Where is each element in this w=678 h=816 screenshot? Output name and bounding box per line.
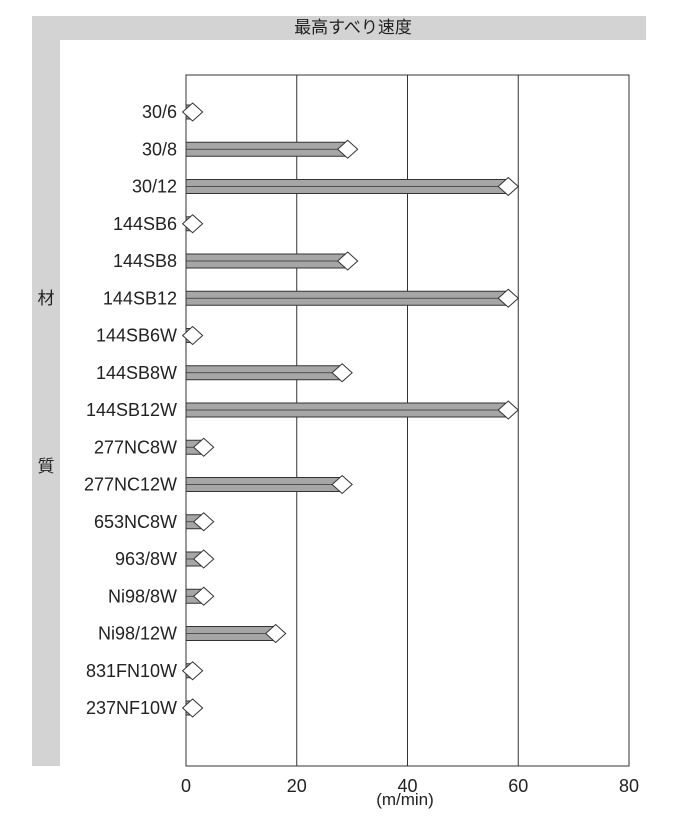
bar-tip-marker [331,363,353,383]
category-label: 237NF10W [86,698,177,718]
title-banner [32,16,646,40]
category-label: 831FN10W [86,661,177,681]
chart-title: 最高すべり速度 [294,18,412,37]
bar-tip-marker [181,325,204,346]
bar-tip-marker [181,698,204,718]
category-label: 653NC8W [94,512,177,532]
y-axis-label-2: 質 [37,457,55,476]
category-label: 30/12 [132,177,177,197]
category-label: 144SB12 [103,288,177,308]
category-label: 144SB6 [113,214,177,234]
bar-tip-marker [331,474,353,495]
bar-tip-marker [336,139,359,159]
bar-tip-marker [192,586,215,606]
bar-tip-marker [264,623,287,644]
bar-tip-marker [181,214,204,234]
side-banner [32,16,60,766]
bar-tip-marker [192,512,215,532]
x-axis-label: (m/min) [376,790,434,809]
bar-tip-marker [181,661,204,681]
x-tick-label-60: 60 [508,776,528,796]
category-label: 144SB8W [96,363,177,383]
bar-tip-marker [192,549,215,569]
category-label: 30/8 [142,139,177,159]
category-label: 277NC8W [94,437,177,457]
bar-tip-marker [497,288,519,308]
y-axis-label-1: 材 [37,289,55,308]
bar-tip-marker [497,176,519,197]
category-label: 144SB12W [86,400,177,420]
x-tick-label-0: 0 [181,776,191,796]
bar-tip-marker [497,400,519,420]
x-tick-label-40: 40 [397,776,417,796]
category-label: 144SB6W [96,326,177,346]
category-label: 963/8W [115,549,177,569]
bar-tip-marker [192,437,215,457]
category-label: Ni98/12W [98,624,177,644]
category-label: Ni98/8W [108,586,177,606]
category-label: 277NC12W [84,475,177,495]
x-tick-label-20: 20 [287,776,307,796]
x-tick-label-80: 80 [619,776,639,796]
category-label: 144SB8 [113,251,177,271]
category-label: 30/6 [142,102,177,122]
bar-tip-marker [336,251,359,271]
bar-tip-marker [181,102,204,122]
